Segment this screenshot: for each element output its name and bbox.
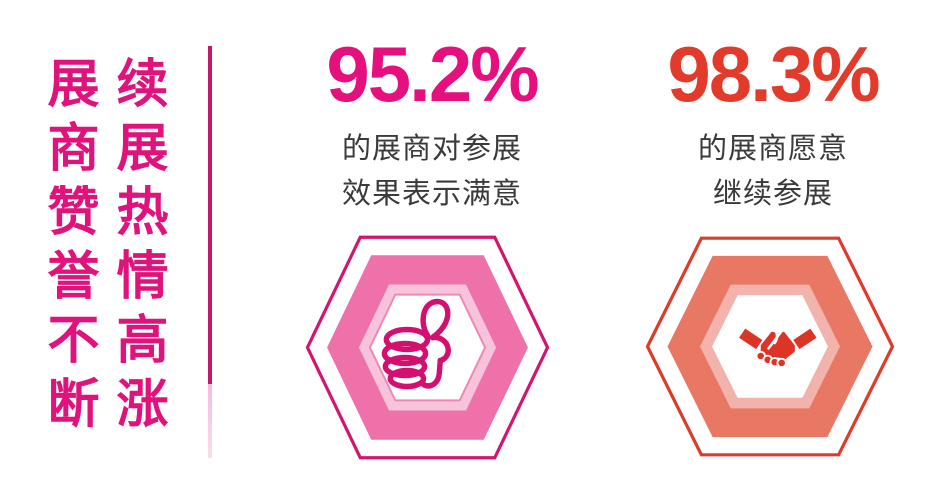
stat-desc-retention: 的展商愿意 继续参展 <box>613 127 933 217</box>
stat-value-retention: 98.3% <box>667 30 880 118</box>
thumbs-up-icon <box>381 298 451 390</box>
vertical-divider <box>208 46 212 458</box>
stat-desc-line1: 的展商对参展 <box>341 133 522 165</box>
hexagon-thumbs-up-svg <box>305 235 550 460</box>
headline-vertical: 展商赞誉不断 续展热情高涨 <box>39 56 166 440</box>
hexagon-badge-retention <box>645 236 895 457</box>
hexagon-badge-satisfaction <box>305 235 550 460</box>
stat-desc-line1: 的展商愿意 <box>697 133 848 165</box>
stat-desc-satisfaction: 的展商对参展 效果表示满意 <box>272 127 592 217</box>
hexagon-handshake-svg <box>645 236 895 457</box>
handshake-finger-slits <box>767 328 784 350</box>
stat-value-satisfaction: 95.2% <box>326 30 539 118</box>
stat-desc-line2: 效果表示满意 <box>341 178 522 210</box>
handshake-solid-shapes <box>739 328 817 360</box>
stat-desc-line2: 继续参展 <box>712 178 833 210</box>
handshake-knuckles <box>755 350 787 368</box>
headline-column-right: 续展热情高涨 <box>108 56 166 440</box>
handshake-icon <box>739 328 817 368</box>
headline-column-left: 展商赞誉不断 <box>39 56 97 440</box>
